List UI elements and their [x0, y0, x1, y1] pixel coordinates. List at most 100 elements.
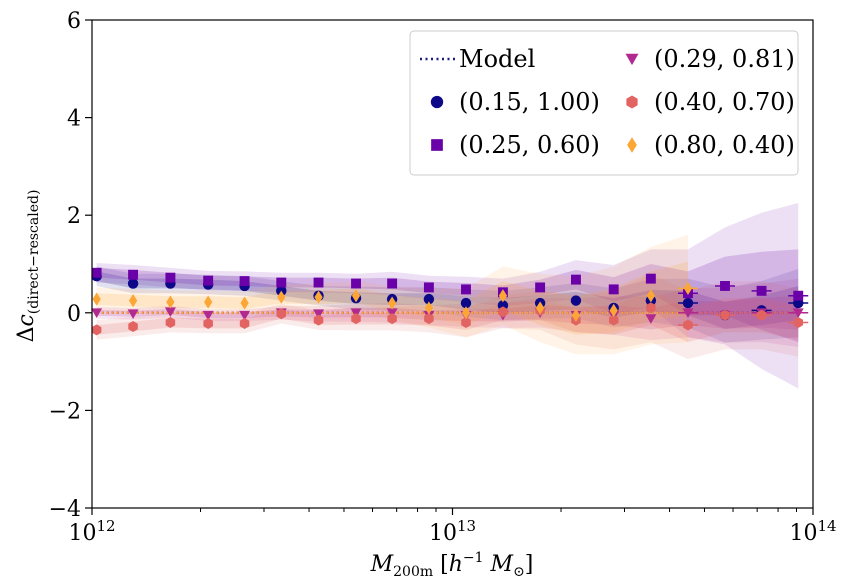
legend-label: (0.15, 1.00)	[459, 88, 600, 116]
data-point	[276, 277, 287, 288]
data-point	[91, 267, 102, 278]
x-tick-label: 1013	[429, 517, 476, 546]
error-band-outer-0	[96, 266, 799, 343]
data-point	[165, 272, 176, 283]
legend-label: (0.80, 0.40)	[654, 131, 795, 159]
data-point	[645, 314, 657, 324]
data-point	[461, 284, 471, 295]
data-point	[351, 313, 361, 325]
data-point	[239, 310, 251, 321]
data-point	[720, 281, 730, 291]
data-point	[164, 307, 176, 318]
x-axis-label: M200m [h−1 M⊙]	[370, 550, 534, 580]
axis-ticks: −4 −2 0 2 4 6 1012 1013 1014	[49, 9, 837, 546]
legend-marker	[626, 95, 638, 109]
data-point	[165, 317, 176, 329]
data-point	[682, 308, 694, 319]
data-point	[793, 317, 803, 329]
data-point	[91, 308, 103, 319]
data-point	[682, 297, 694, 309]
error-band-inner-0	[96, 271, 799, 329]
data-point	[570, 295, 582, 306]
data-point	[92, 292, 101, 306]
data-point	[313, 277, 324, 288]
data-point	[314, 290, 323, 304]
data-point	[609, 303, 618, 317]
legend-label: Model	[459, 45, 535, 73]
data-point	[276, 308, 287, 320]
error-band-inner-1	[96, 249, 799, 343]
legend-marker	[431, 139, 443, 151]
data-point	[424, 301, 434, 315]
data-point	[239, 276, 250, 287]
data-point	[128, 269, 139, 280]
x-tick-label: 1014	[789, 517, 836, 546]
data-point	[460, 297, 472, 309]
data-point	[535, 282, 546, 293]
data-point	[204, 295, 213, 309]
data-point	[535, 301, 545, 315]
data-point	[313, 309, 325, 320]
y-axis-label: Δc(direct−rescaled)	[14, 190, 42, 343]
y-tick-label: 6	[67, 9, 81, 34]
data-point	[756, 309, 767, 321]
legend-label: (0.29, 0.81)	[654, 45, 795, 73]
data-point	[387, 278, 398, 289]
data-point	[166, 295, 175, 309]
y-tick-label: −2	[49, 399, 81, 424]
data-point	[646, 289, 655, 303]
data-point	[461, 306, 471, 320]
y-tick-label: 2	[67, 204, 81, 229]
legend-marker	[430, 95, 444, 109]
data-point	[351, 289, 361, 303]
data-point	[202, 310, 214, 321]
data-point	[387, 296, 397, 310]
error-band-inner-3	[96, 290, 799, 343]
data-point	[313, 314, 324, 326]
data-point	[423, 282, 434, 293]
data-point	[608, 284, 619, 295]
data-point	[203, 318, 213, 330]
data-point	[646, 302, 656, 314]
y-tick-label: 4	[67, 107, 81, 132]
legend-box	[409, 30, 799, 176]
data-point	[127, 278, 139, 289]
data-point	[128, 294, 138, 308]
data-point	[351, 278, 361, 289]
data-point	[570, 274, 581, 285]
data-point	[720, 309, 730, 321]
data-point	[240, 296, 249, 310]
data-point	[571, 308, 581, 322]
data-point	[683, 281, 693, 295]
data-point	[756, 285, 767, 296]
data-point	[683, 319, 693, 331]
legend-items: Model (0.15, 1.00) (0.25, 0.60) (0.29, 0.81…	[420, 45, 795, 159]
legend-marker	[625, 53, 639, 66]
data-point	[277, 290, 286, 304]
data-point	[424, 313, 434, 325]
y-tick-label: −4	[49, 497, 81, 522]
x-tick-label: 1012	[68, 517, 115, 546]
data-point	[498, 289, 508, 303]
data-point	[387, 313, 397, 325]
data-point	[645, 273, 656, 284]
data-point	[239, 318, 250, 330]
data-point	[91, 324, 102, 336]
data-point	[127, 309, 139, 320]
legend-label: (0.25, 0.60)	[459, 131, 600, 159]
error-band-outer-3	[96, 273, 799, 360]
y-tick-label: 0	[67, 302, 81, 327]
error-band-outer-1	[96, 203, 799, 389]
data-point	[792, 308, 804, 319]
data-point	[461, 317, 471, 329]
data-markers	[91, 267, 809, 336]
legend-marker	[627, 137, 637, 153]
legend: Model (0.15, 1.00) (0.25, 0.60) (0.29, 0.81…	[409, 30, 799, 176]
data-point	[793, 290, 804, 301]
data-point	[203, 275, 214, 286]
data-point	[423, 293, 435, 305]
data-point	[128, 320, 138, 332]
data-point	[498, 306, 508, 318]
data-point	[608, 314, 619, 326]
